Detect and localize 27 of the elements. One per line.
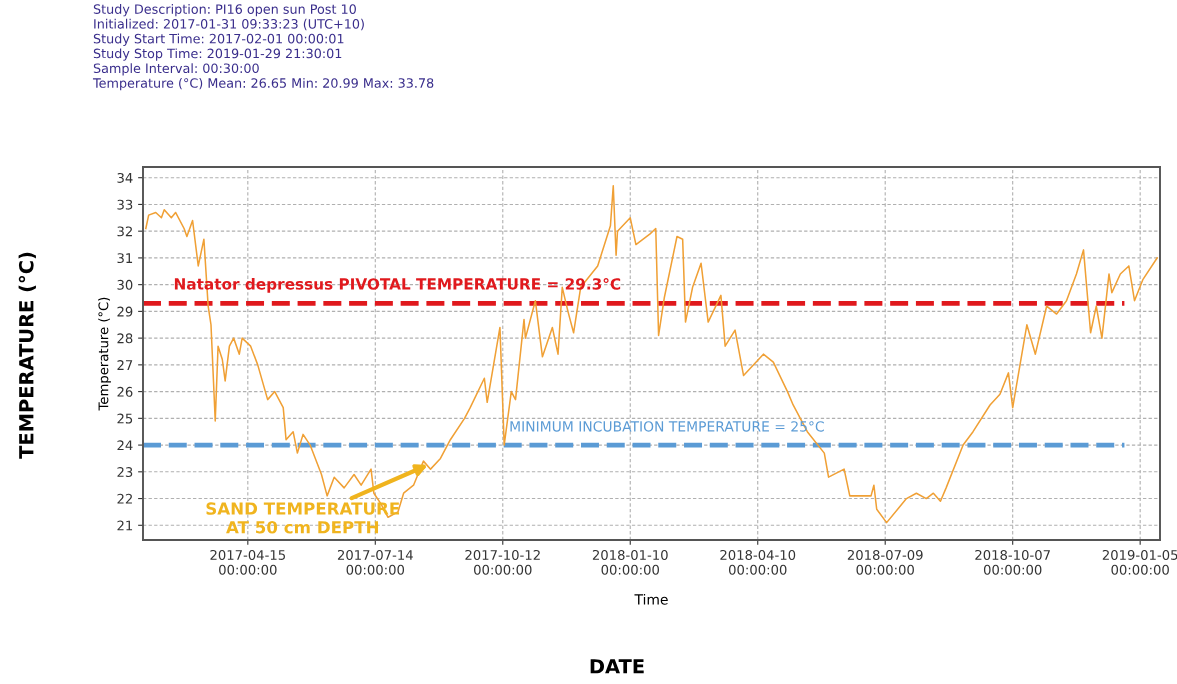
y-tick-label: 26 <box>117 386 133 397</box>
y-tick-label: 30 <box>117 279 133 290</box>
x-tick-label: 2019-01-05 00:00:00 <box>1102 549 1177 575</box>
y-tick-label: 27 <box>117 360 133 370</box>
chart-subtitle: Study Description: PI16 open sun Post 10 Initialized: 2017-01-31 09:33:23 (UTC+10) Study Start Time: 2017-02-01 00:00:01 Study Stop Time: 2019-01-29 21:30:01 Sample Interval: 00:30:00 Temperature (°C) Mean: 26.65 Min: 20.99 Max: 33.78 <box>92 4 434 91</box>
x-tick-label: 2017-04-15 00:00:00 <box>210 549 285 575</box>
y-tick-label: 33 <box>117 199 133 210</box>
x-tick-label: 2017-10-12 00:00:00 <box>465 549 540 575</box>
y-tick-label: 24 <box>117 440 133 451</box>
y-tick-label: 22 <box>117 493 132 504</box>
y-axis-title: Temperature (°C) <box>98 297 111 411</box>
x-tick-label: 2017-07-14 00:00:00 <box>337 549 413 575</box>
x-tick-label: 2018-10-07 00:00:00 <box>975 549 1050 575</box>
x-tick-label: 2018-07-09 00:00:00 <box>847 549 923 575</box>
text: DATE <box>590 659 644 674</box>
x-tick-label: 2018-01-10 00:00:00 <box>592 549 668 575</box>
text: TEMPERATURE (°C) <box>18 252 36 459</box>
x-axis-title: Time <box>634 593 668 605</box>
y-tick-label: 21 <box>117 520 133 531</box>
y-tick-label: 34 <box>117 172 133 183</box>
y-tick-label: 29 <box>117 306 133 317</box>
y-tick-label: 32 <box>117 226 132 237</box>
y-tick-label: 23 <box>117 467 133 478</box>
y-tick-label: 28 <box>117 333 133 344</box>
x-tick-label: 2018-04-10 00:00:00 <box>720 549 796 575</box>
y-tick-label: 31 <box>117 253 133 264</box>
y-tick-label: 25 <box>117 413 133 424</box>
